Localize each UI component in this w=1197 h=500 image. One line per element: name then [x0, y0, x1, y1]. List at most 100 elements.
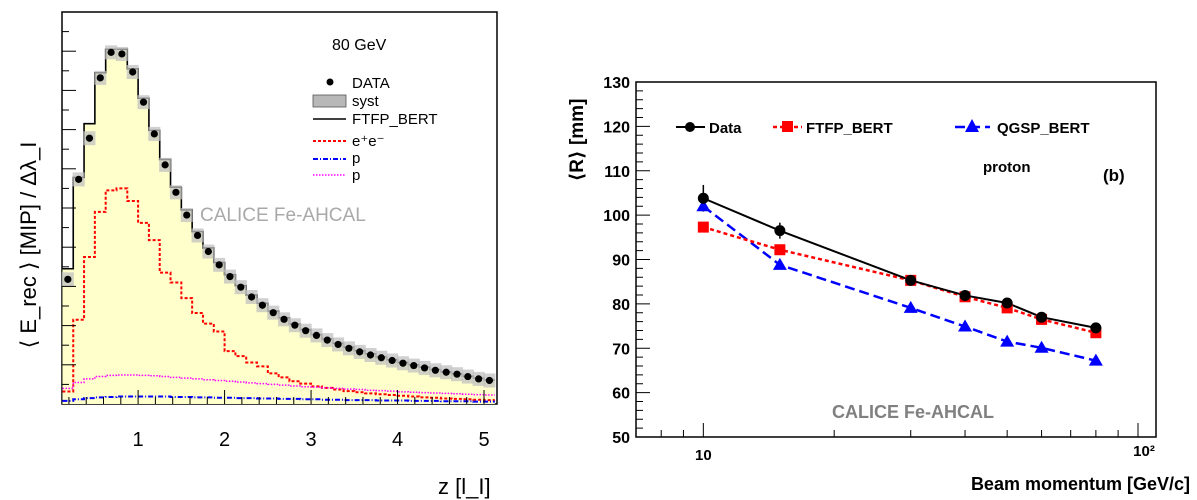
legend-qgsp-triangle [965, 119, 979, 132]
right-y-tick-label: 110 [604, 164, 630, 181]
energy-label: 80 GeV [332, 37, 387, 54]
data-point [237, 283, 245, 291]
data-point [302, 327, 310, 335]
data-point [107, 48, 115, 56]
right-y-tick-label: 100 [603, 208, 630, 225]
x-tick-label: 3 [306, 429, 317, 451]
legend-label-ee: e⁺e⁻ [352, 133, 385, 150]
data-point [410, 361, 418, 370]
data-points [61, 45, 496, 388]
data-line [702, 197, 1097, 329]
ftfp-bert-marker [959, 291, 971, 303]
ftfp-bert-marker [905, 274, 917, 286]
qgsp-bert-marker [903, 300, 918, 313]
legend-label-ftfp-r: FTFP_BERT [806, 120, 893, 137]
data-point [150, 130, 158, 138]
data-point [334, 340, 342, 349]
right-y-tick-label: 60 [612, 386, 630, 403]
data-point [388, 356, 396, 365]
right-x-axis-label: Beam momentum [GeV/c] [971, 474, 1190, 494]
right-y-tick-label: 90 [612, 253, 630, 270]
right-y-tick-label: 80 [612, 297, 630, 314]
ftfp-bert-fill-area [62, 49, 495, 405]
x-tick-label: 4 [392, 429, 403, 451]
left-axes: 1 2 3 4 5 [62, 31, 490, 451]
right-y-tick-label: 130 [603, 75, 630, 92]
data-marker [1001, 297, 1013, 309]
data-point [258, 301, 267, 309]
particle-label: proton [983, 159, 1030, 176]
legend-data-circle [685, 122, 695, 132]
legend-label-qgsp: QGSP_BERT [997, 120, 1090, 137]
data-point [193, 231, 202, 240]
right-y-tick-label: 120 [603, 119, 630, 136]
data-point [64, 275, 72, 283]
left-x-axis-label: z [l_I] [438, 474, 491, 499]
data-point [464, 372, 472, 381]
data-marker [905, 274, 917, 286]
data-point [226, 273, 234, 281]
ftfp-bert-marker [1090, 327, 1102, 339]
data-point [129, 68, 137, 76]
data-point [139, 98, 148, 106]
data-point [323, 336, 331, 344]
legend-syst-swatch [312, 94, 347, 108]
right-x-tick-label: 10² [1133, 443, 1155, 460]
x-tick-label: 1 [133, 429, 144, 451]
legend-label-p2: p [352, 167, 360, 184]
legend-label-syst: syst [352, 93, 380, 110]
qgsp-bert-marker [958, 319, 973, 332]
right-x-tick-label: 10 [695, 447, 712, 464]
data-point [118, 50, 126, 58]
ee-component-line [62, 187, 495, 402]
right-watermark: CALICE Fe-AHCAL [832, 402, 994, 422]
data-point [215, 261, 223, 269]
legend-label-ftfp: FTFP_BERT [352, 111, 438, 128]
legend-label-p1: p [352, 150, 360, 167]
panel-label: (b) [1103, 166, 1125, 185]
proton-component-line [62, 374, 495, 396]
data-point [377, 354, 385, 362]
pion-component-line [62, 395, 495, 403]
x-tick-label: 5 [478, 429, 489, 451]
left-legend: DATA syst FTFP_BERT e⁺e⁻ p p [312, 75, 438, 184]
left-y-axis-label: ⟨ E_rec ⟩ [MIP] / Δλ_I [16, 142, 41, 349]
data-marker [774, 225, 786, 237]
data-point [75, 175, 83, 183]
qgsp-bert-marker [1088, 353, 1103, 366]
legend-ftfp-square [782, 121, 793, 132]
data-point [269, 309, 277, 317]
data-point [366, 351, 375, 359]
x-tick-label: 2 [219, 429, 230, 451]
qgsp-bert-line [702, 205, 1097, 362]
ftfp-bert-marker [1001, 302, 1013, 314]
data-point [485, 376, 494, 385]
right-plot-frame [635, 81, 1157, 438]
data-point [85, 134, 94, 142]
data-point [399, 359, 407, 367]
data-marker [697, 192, 709, 204]
right-legend: Data FTFP_BERT QGSP_BERT [676, 119, 1090, 137]
data-point [172, 188, 180, 196]
data-marker [959, 289, 971, 301]
data-point [475, 375, 483, 383]
data-point [280, 315, 288, 323]
data-point [356, 348, 364, 356]
data-marker [1090, 322, 1102, 334]
data-point [442, 368, 450, 376]
legend-label-data-r: Data [709, 120, 742, 137]
data-marker [1036, 311, 1048, 323]
legend-label-data: DATA [352, 75, 390, 92]
right-y-tick-label: 70 [612, 341, 630, 358]
data-point [96, 74, 104, 82]
qgsp-bert-marker [1000, 334, 1015, 347]
data-point [431, 366, 439, 374]
ftfp-bert-marker [697, 221, 709, 233]
data-point [312, 331, 321, 339]
data-point [453, 370, 461, 378]
data-point [291, 321, 299, 329]
longitudinal-profile-chart: 1 2 3 4 5 80 GeV CALICE Fe-AHCAL DATA syst F… [16, 11, 498, 499]
ftfp-bert-fill [62, 49, 495, 405]
legend-data-marker [326, 78, 334, 86]
data-point [248, 293, 256, 301]
